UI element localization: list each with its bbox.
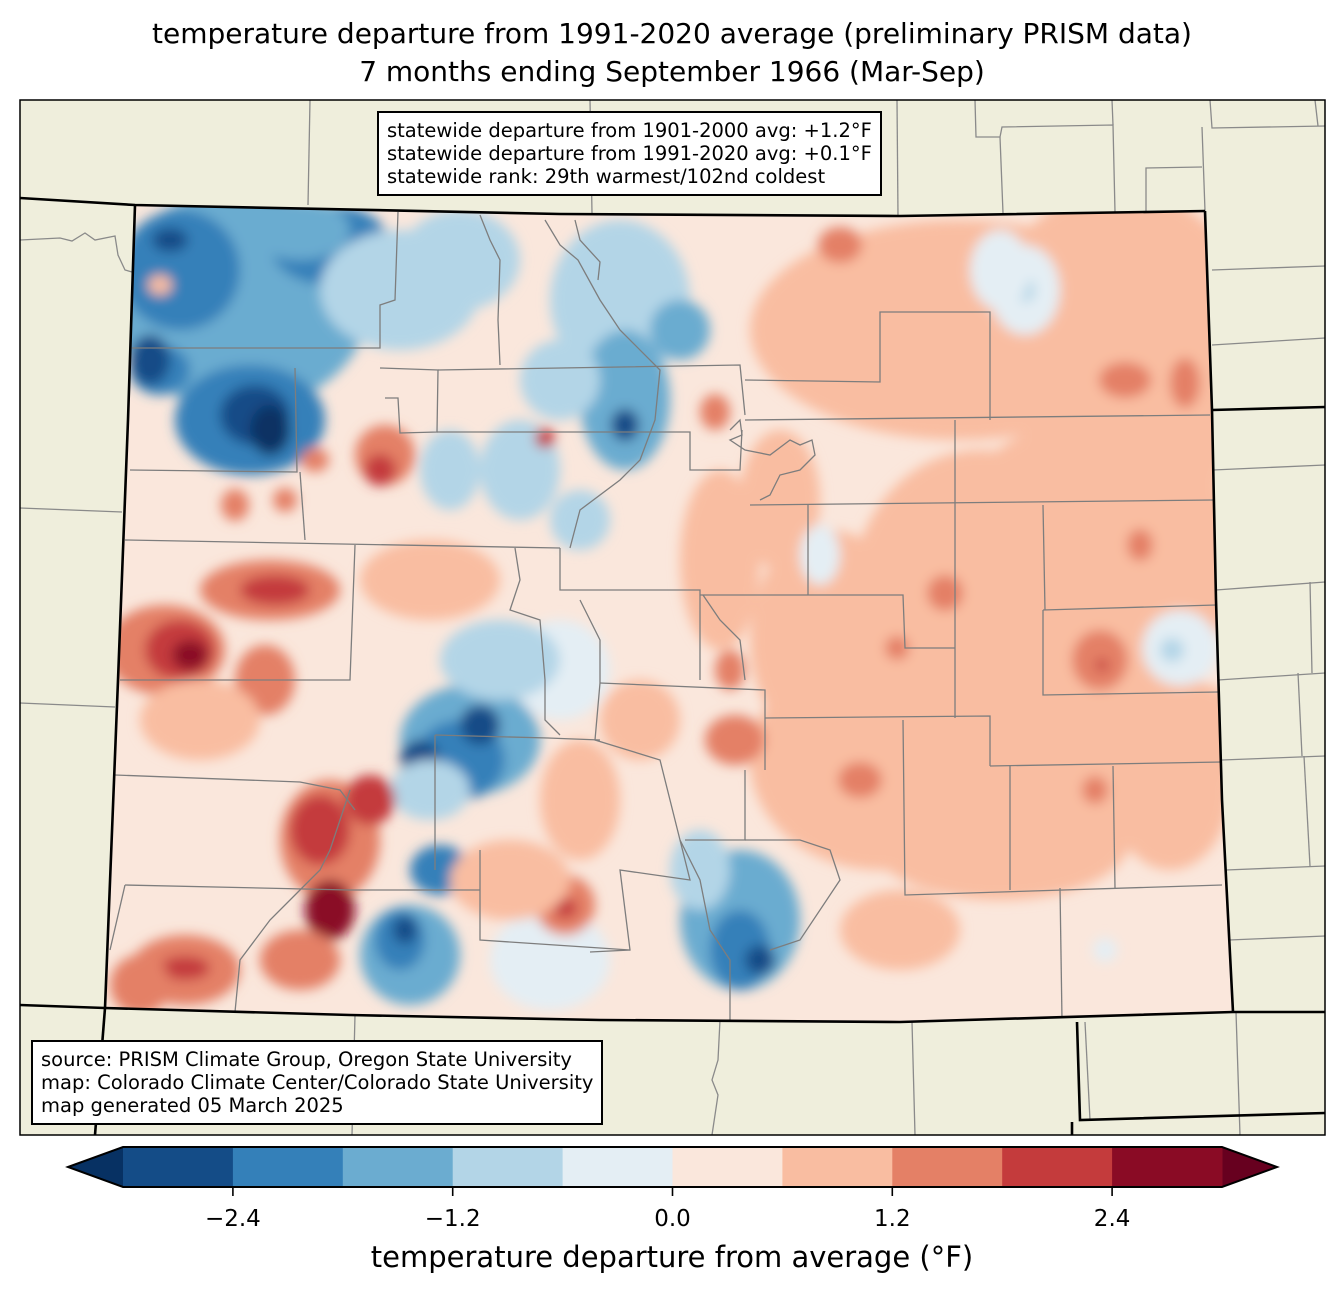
field-patch: [345, 775, 395, 825]
county-lines: [109, 211, 1223, 1021]
colorbar-bin: [672, 1147, 783, 1187]
colorbar-under-extend: [68, 1147, 123, 1187]
field-patch: [130, 335, 170, 385]
colorbar-tick-label: −1.2: [424, 1206, 481, 1232]
field-patch: [1093, 938, 1117, 962]
map-frame: [19, 99, 1326, 1136]
colorbar-tick-label: −2.4: [204, 1206, 261, 1232]
field-patch: [273, 488, 297, 512]
generated-date-line: map generated 05 March 2025: [41, 1094, 344, 1117]
map-credit-line: map: Colorado Climate Center/Colorado St…: [41, 1071, 594, 1094]
field-patch: [260, 930, 340, 990]
source-line: source: PRISM Climate Group, Oregon Stat…: [41, 1048, 572, 1071]
colorbar-tick-label: 2.4: [1093, 1206, 1131, 1232]
colorbar-bin: [562, 1147, 673, 1187]
field-patch: [240, 575, 310, 605]
field-patch: [301, 448, 329, 472]
field-patch: [970, 230, 1030, 310]
field-patch: [1096, 659, 1108, 671]
field-patch: [927, 575, 963, 611]
field-patch: [800, 525, 840, 585]
field-patch: [580, 330, 670, 470]
field-patch: [818, 227, 862, 263]
field-patch: [305, 880, 355, 940]
field-patch: [540, 740, 620, 860]
field-patch: [1160, 638, 1184, 662]
field-patch: [650, 300, 710, 360]
map-subtitle: 7 months ending September 1966 (Mar-Sep): [359, 55, 985, 88]
field-patch: [148, 275, 172, 295]
field-patch: [393, 916, 417, 944]
field-patch: [400, 210, 520, 310]
field-patch: [715, 650, 745, 690]
colorbar-outline: [65, 1146, 1280, 1188]
neighbor-county-lines: [20, 100, 1325, 1135]
statewide-stats-box: statewide departure from 1901-2000 avg: …: [377, 111, 882, 196]
colorbar-bin: [782, 1147, 893, 1187]
field-patch: [1127, 529, 1153, 561]
field-patch: [550, 490, 610, 550]
field-patch: [600, 680, 680, 760]
field-patch: [840, 890, 960, 970]
field-patch: [140, 680, 260, 760]
field-patch: [460, 705, 500, 745]
field-patch: [110, 955, 170, 1015]
field-patch: [1170, 358, 1200, 408]
colorbar-bin: [1112, 1147, 1223, 1187]
field-patch: [420, 430, 480, 510]
field-patch: [440, 620, 560, 700]
field-patch: [870, 780, 1130, 900]
field-patch: [360, 540, 500, 620]
field-patch: [885, 636, 909, 660]
temperature-field: [105, 205, 1233, 1022]
colorbar-bin: [123, 1147, 234, 1187]
field-patch: [700, 394, 730, 430]
field-patch: [250, 405, 290, 455]
field-patch: [160, 956, 210, 980]
colorbar: [65, 1146, 1280, 1196]
field-patch: [250, 205, 350, 260]
field-patch: [152, 228, 188, 252]
field-patch: [490, 910, 610, 1010]
field-patch: [611, 409, 639, 441]
field-patch: [364, 454, 396, 486]
colorbar-tick-label: 1.2: [874, 1206, 911, 1232]
field-patch: [838, 762, 882, 798]
colorbar-bin: [452, 1147, 564, 1187]
field-patch: [450, 840, 570, 920]
stats-line-1901-2000: statewide departure from 1901-2000 avg: …: [387, 119, 872, 142]
map-title: temperature departure from 1991-2020 ave…: [152, 17, 1192, 50]
source-box: source: PRISM Climate Group, Oregon Stat…: [31, 1040, 604, 1125]
field-patch: [670, 830, 730, 910]
colorbar-bin: [342, 1147, 454, 1187]
colorbar-label: temperature departure from average (°F): [370, 1240, 974, 1274]
field-patch: [221, 489, 249, 521]
colorbar-over-extend: [1222, 1147, 1277, 1187]
field-patch: [705, 715, 765, 765]
field-patch: [750, 530, 910, 750]
field-patch: [680, 470, 760, 650]
state-borders: [20, 196, 1325, 1135]
stats-line-rank: statewide rank: 29th warmest/102nd colde…: [387, 165, 826, 188]
field-patch: [290, 795, 350, 865]
field-patch: [172, 640, 208, 670]
field-patch: [745, 945, 775, 975]
colorbar-bin: [1002, 1147, 1113, 1187]
stats-line-1991-2020: statewide departure from 1991-2020 avg: …: [387, 142, 872, 165]
field-patch: [1110, 710, 1230, 870]
field-patch: [1082, 776, 1108, 804]
field-patch: [535, 428, 555, 448]
field-patch: [1099, 362, 1151, 398]
colorbar-tick-label: 0.0: [654, 1206, 691, 1232]
colorbar-bin: [232, 1147, 344, 1187]
field-patch: [520, 340, 600, 420]
field-patch: [390, 760, 470, 820]
colorbar-bin: [892, 1147, 1003, 1187]
field-patch: [740, 430, 820, 570]
